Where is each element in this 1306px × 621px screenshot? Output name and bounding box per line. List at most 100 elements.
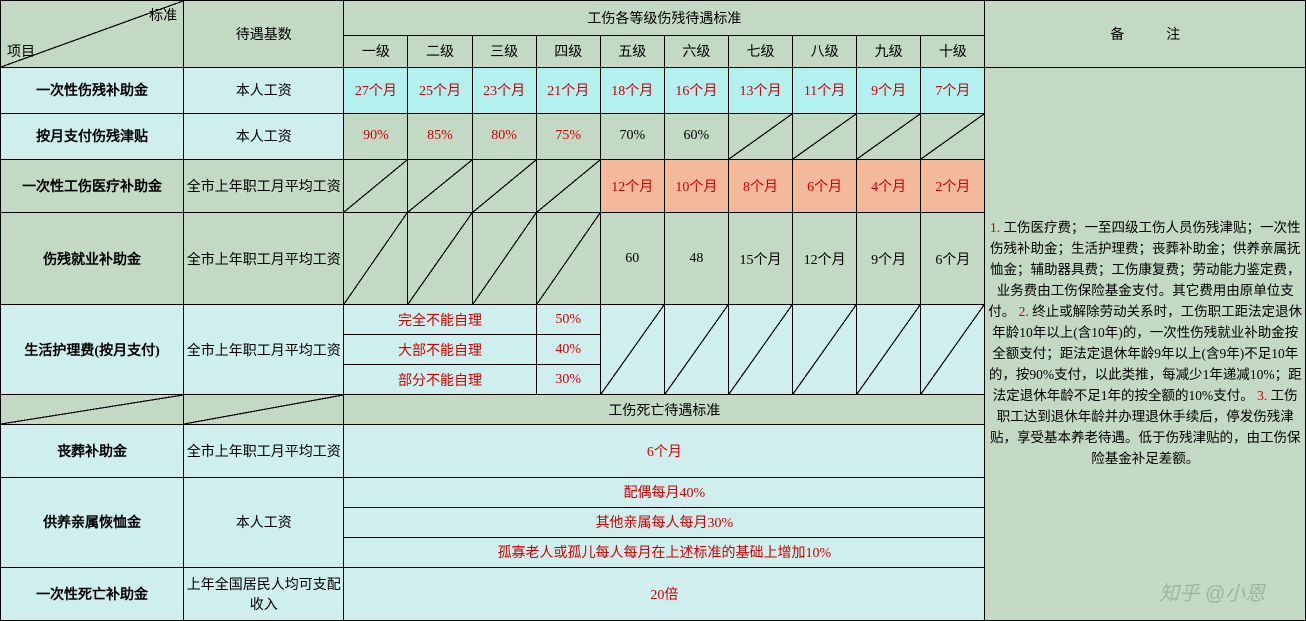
row8-name: 一次性死亡补助金 (1, 567, 184, 620)
row1-v3: 23个月 (472, 67, 536, 113)
row1-base: 本人工资 (184, 67, 344, 113)
table-row: 一次性伤残补助金 本人工资 27个月 25个月 23个月 21个月 18个月 1… (1, 67, 1306, 113)
row3-v7: 8个月 (728, 160, 792, 213)
row1-v8: 11个月 (793, 67, 857, 113)
row4-na-4 (536, 213, 600, 305)
row5-na-6 (664, 305, 728, 395)
row5-b-val: 40% (536, 335, 600, 365)
row1-v2: 25个月 (408, 67, 472, 113)
row2-v4: 75% (536, 113, 600, 159)
death-title-na1 (1, 395, 184, 425)
header-standard: 标准 (149, 5, 177, 25)
row5-name: 生活护理费(按月支付) (1, 305, 184, 395)
watermark: 知乎 @小恩 (1159, 579, 1265, 610)
row5-na-8 (793, 305, 857, 395)
death-title-na2 (184, 395, 344, 425)
row7-a: 配偶每月40% (344, 478, 985, 508)
row3-name: 一次性工伤医疗补助金 (1, 160, 184, 213)
row5-na-10 (921, 305, 985, 395)
row3-na-1 (344, 160, 408, 213)
row2-name: 按月支付伤残津贴 (1, 113, 184, 159)
header-disability-title: 工伤各等级伤残待遇标准 (344, 1, 985, 36)
row7-b: 其他亲属每人每月30% (344, 507, 985, 537)
row4-v9: 9个月 (857, 213, 921, 305)
row4-na-2 (408, 213, 472, 305)
row1-v10: 7个月 (921, 67, 985, 113)
level-5: 五级 (600, 35, 664, 67)
remark-num-2: 2. (1019, 304, 1029, 319)
row4-v7: 15个月 (728, 213, 792, 305)
row1-v9: 9个月 (857, 67, 921, 113)
row7-name: 供养亲属恢恤金 (1, 478, 184, 568)
row3-v8: 6个月 (793, 160, 857, 213)
row5-a-label: 完全不能自理 (344, 305, 536, 335)
row4-v6: 48 (664, 213, 728, 305)
header-corner: 标准 项目 (1, 1, 184, 68)
level-6: 六级 (664, 35, 728, 67)
row5-c-val: 30% (536, 365, 600, 395)
row4-base: 全市上年职工月平均工资 (184, 213, 344, 305)
row3-v6: 10个月 (664, 160, 728, 213)
row5-base: 全市上年职工月平均工资 (184, 305, 344, 395)
header-project: 项目 (7, 41, 35, 61)
row2-na-9 (857, 113, 921, 159)
row2-v6: 60% (664, 113, 728, 159)
row3-base: 全市上年职工月平均工资 (184, 160, 344, 213)
level-9: 九级 (857, 35, 921, 67)
row6-base: 全市上年职工月平均工资 (184, 425, 344, 478)
row5-b-label: 大部不能自理 (344, 335, 536, 365)
standards-table: 标准 项目 待遇基数 工伤各等级伤残待遇标准 备 注 一级 二级 三级 四级 五… (0, 0, 1306, 621)
row1-v5: 18个月 (600, 67, 664, 113)
row5-na-7 (728, 305, 792, 395)
row2-v2: 85% (408, 113, 472, 159)
row8-base: 上年全国居民人均可支配收入 (184, 567, 344, 620)
row2-base: 本人工资 (184, 113, 344, 159)
row1-v6: 16个月 (664, 67, 728, 113)
row1-v7: 13个月 (728, 67, 792, 113)
row5-na-5 (600, 305, 664, 395)
row2-v3: 80% (472, 113, 536, 159)
row5-na-9 (857, 305, 921, 395)
row3-v5: 12个月 (600, 160, 664, 213)
row6-name: 丧葬补助金 (1, 425, 184, 478)
row2-na-8 (793, 113, 857, 159)
level-2: 二级 (408, 35, 472, 67)
header-remarks: 备 注 (985, 1, 1306, 68)
level-10: 十级 (921, 35, 985, 67)
level-7: 七级 (728, 35, 792, 67)
remark-num-1: 1. (990, 220, 1000, 235)
row4-v5: 60 (600, 213, 664, 305)
row3-v9: 4个月 (857, 160, 921, 213)
row5-c-label: 部分不能自理 (344, 365, 536, 395)
row2-na-10 (921, 113, 985, 159)
row2-na-7 (728, 113, 792, 159)
level-8: 八级 (793, 35, 857, 67)
row3-na-2 (408, 160, 472, 213)
row4-v8: 12个月 (793, 213, 857, 305)
remark-num-3: 3. (1257, 388, 1267, 403)
row6-val: 6个月 (344, 425, 985, 478)
row5-a-val: 50% (536, 305, 600, 335)
level-3: 三级 (472, 35, 536, 67)
header-base: 待遇基数 (184, 1, 344, 68)
death-title: 工伤死亡待遇标准 (344, 395, 985, 425)
row4-name: 伤残就业补助金 (1, 213, 184, 305)
row2-v5: 70% (600, 113, 664, 159)
row3-v10: 2个月 (921, 160, 985, 213)
row1-v4: 21个月 (536, 67, 600, 113)
row3-na-4 (536, 160, 600, 213)
row8-val: 20倍 (344, 567, 985, 620)
remarks-cell: 1. 工伤医疗费；一至四级工伤人员伤残津贴；一次性伤残补助金；生活护理费；丧葬补… (985, 67, 1306, 620)
remark-text-2: 终止或解除劳动关系时，工伤职工距法定退休年龄10年以上(含10年)的，一次性伤残… (989, 304, 1302, 403)
row2-v1: 90% (344, 113, 408, 159)
level-1: 一级 (344, 35, 408, 67)
row7-base: 本人工资 (184, 478, 344, 568)
row7-c: 孤寡老人或孤儿每人每月在上述标准的基础上增加10% (344, 537, 985, 567)
row3-na-3 (472, 160, 536, 213)
row1-v1: 27个月 (344, 67, 408, 113)
level-4: 四级 (536, 35, 600, 67)
row4-v10: 6个月 (921, 213, 985, 305)
row1-name: 一次性伤残补助金 (1, 67, 184, 113)
row4-na-3 (472, 213, 536, 305)
row4-na-1 (344, 213, 408, 305)
